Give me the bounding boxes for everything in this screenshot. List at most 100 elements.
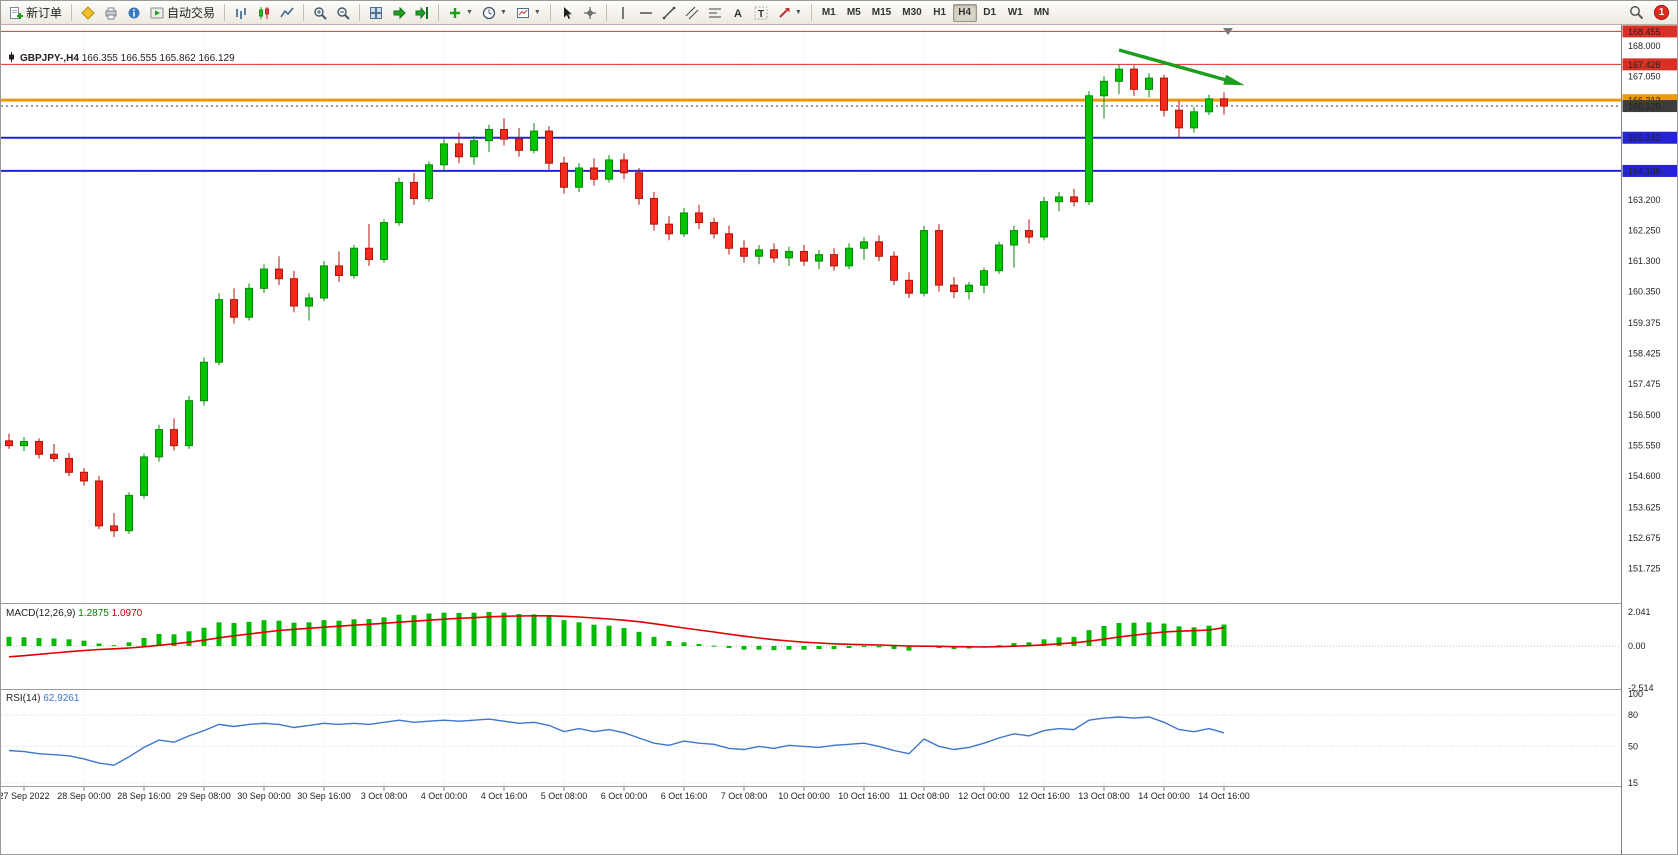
cursor-icon xyxy=(560,6,574,20)
candle xyxy=(1160,77,1168,111)
separator xyxy=(71,4,73,21)
auto-scroll-icon xyxy=(392,6,406,20)
macd-histogram-bar xyxy=(681,642,687,646)
chart-shift-button[interactable] xyxy=(411,3,433,23)
candle xyxy=(230,299,238,318)
macd-histogram-bar xyxy=(291,622,297,646)
zoom-out-button[interactable] xyxy=(332,3,354,23)
trend-arrow-annotation[interactable] xyxy=(1118,48,1245,86)
timeframe-m1-button[interactable]: M1 xyxy=(817,4,841,22)
macd-histogram-bar xyxy=(831,646,837,649)
search-button[interactable] xyxy=(1625,3,1648,23)
indicators-plus-icon xyxy=(448,6,462,20)
candle xyxy=(1115,68,1123,82)
timeframe-mn-button[interactable]: MN xyxy=(1029,4,1055,22)
macd-histogram-bar xyxy=(786,646,792,650)
time-axis-label: 30 Sep 16:00 xyxy=(297,791,351,801)
bar-chart-button[interactable] xyxy=(230,3,252,23)
candle xyxy=(830,254,838,267)
text-label-tool-button[interactable]: T xyxy=(750,3,772,23)
chart-shift-marker[interactable] xyxy=(1223,28,1233,35)
arrows-tool-button[interactable]: ▼ xyxy=(773,3,806,23)
candle xyxy=(410,181,418,199)
timeframe-m15-button[interactable]: M15 xyxy=(867,4,896,22)
price-lines-layer[interactable] xyxy=(1,30,1621,172)
bar-chart-icon xyxy=(234,6,248,20)
candle xyxy=(5,440,13,447)
time-axis-label: 3 Oct 08:00 xyxy=(361,791,408,801)
timeframe-h1-button[interactable]: H1 xyxy=(928,4,952,22)
time-axis[interactable]: 27 Sep 2022 28 Sep 00:00 28 Sep 16:00 29 Se… xyxy=(1,791,1250,801)
price-scale-label: 157.475 xyxy=(1628,379,1661,389)
chart-area[interactable]: 168.000 167.050 163.200 162.250 161.300 160.3… xyxy=(1,25,1678,855)
auto-scroll-button[interactable] xyxy=(388,3,410,23)
candle xyxy=(395,181,403,224)
chart-canvas[interactable]: 168.000 167.050 163.200 162.250 161.300 160.3… xyxy=(1,25,1678,855)
time-axis-label: 14 Oct 16:00 xyxy=(1198,791,1250,801)
zoom-in-icon xyxy=(313,6,327,20)
macd-histogram-bar xyxy=(531,614,537,646)
vertical-line-tool-button[interactable] xyxy=(612,3,634,23)
info-icon xyxy=(127,6,141,20)
candle xyxy=(815,254,823,262)
macd-histogram-bar xyxy=(771,646,777,651)
new-order-button[interactable]: 新订单 xyxy=(5,3,66,23)
zoom-in-button[interactable] xyxy=(309,3,331,23)
candle xyxy=(500,128,508,140)
candle xyxy=(710,222,718,235)
line-chart-button[interactable] xyxy=(276,3,298,23)
tile-windows-button[interactable] xyxy=(365,3,387,23)
crosshair-icon xyxy=(583,6,597,20)
arrow-shapes-icon xyxy=(777,6,791,20)
macd-histogram-bar xyxy=(1176,626,1182,646)
macd-histogram-bar xyxy=(1191,627,1197,646)
candle xyxy=(125,494,133,532)
candle xyxy=(335,265,343,277)
text-tool-button[interactable]: A xyxy=(727,3,749,23)
candle xyxy=(290,278,298,307)
macd-histogram-bar xyxy=(711,645,717,647)
horizontal-line-tool-button[interactable] xyxy=(635,3,657,23)
metaeditor-button[interactable] xyxy=(77,3,99,23)
cursor-button[interactable] xyxy=(556,3,578,23)
rsi-panel xyxy=(1,714,1621,784)
notification-badge[interactable]: 1 xyxy=(1654,5,1669,20)
rsi-scale-label: 50 xyxy=(1628,741,1638,751)
price-flag-label: 164.108 xyxy=(1628,166,1661,176)
macd-histogram-bar xyxy=(156,634,162,646)
candle xyxy=(110,525,118,532)
separator xyxy=(549,4,551,21)
price-scale[interactable]: 168.000 167.050 163.200 162.250 161.300 160.3… xyxy=(1621,25,1678,855)
timeframe-w1-button[interactable]: W1 xyxy=(1003,4,1028,22)
time-axis-label: 14 Oct 00:00 xyxy=(1138,791,1190,801)
candle xyxy=(950,284,958,293)
timeframe-m30-button[interactable]: M30 xyxy=(897,4,926,22)
timeframe-m5-button[interactable]: M5 xyxy=(842,4,866,22)
candle xyxy=(1085,95,1093,203)
timeframe-d1-button[interactable]: D1 xyxy=(978,4,1002,22)
macd-histogram-bar xyxy=(51,638,57,646)
crosshair-button[interactable] xyxy=(579,3,601,23)
candlestick-chart-button[interactable] xyxy=(253,3,275,23)
trendline-tool-button[interactable] xyxy=(658,3,680,23)
macd-histogram-bar xyxy=(1011,643,1017,646)
periods-button[interactable]: ▼ xyxy=(478,3,511,23)
macd-histogram-bar xyxy=(396,614,402,646)
svg-text:T: T xyxy=(758,9,764,20)
fibonacci-tool-button[interactable] xyxy=(704,3,726,23)
candle xyxy=(380,222,388,260)
time-axis-label: 7 Oct 08:00 xyxy=(721,791,768,801)
info-button[interactable] xyxy=(123,3,145,23)
candle xyxy=(905,279,913,294)
indicators-button[interactable]: ▼ xyxy=(444,3,477,23)
chevron-down-icon: ▼ xyxy=(466,9,473,16)
print-button[interactable] xyxy=(100,3,122,23)
candle xyxy=(350,247,358,277)
templates-button[interactable]: ▼ xyxy=(512,3,545,23)
candle xyxy=(575,167,583,188)
autotrading-button[interactable]: 自动交易 xyxy=(146,3,219,23)
channel-tool-button[interactable] xyxy=(681,3,703,23)
candle xyxy=(935,230,943,286)
timeframe-h4-button[interactable]: H4 xyxy=(952,3,977,22)
